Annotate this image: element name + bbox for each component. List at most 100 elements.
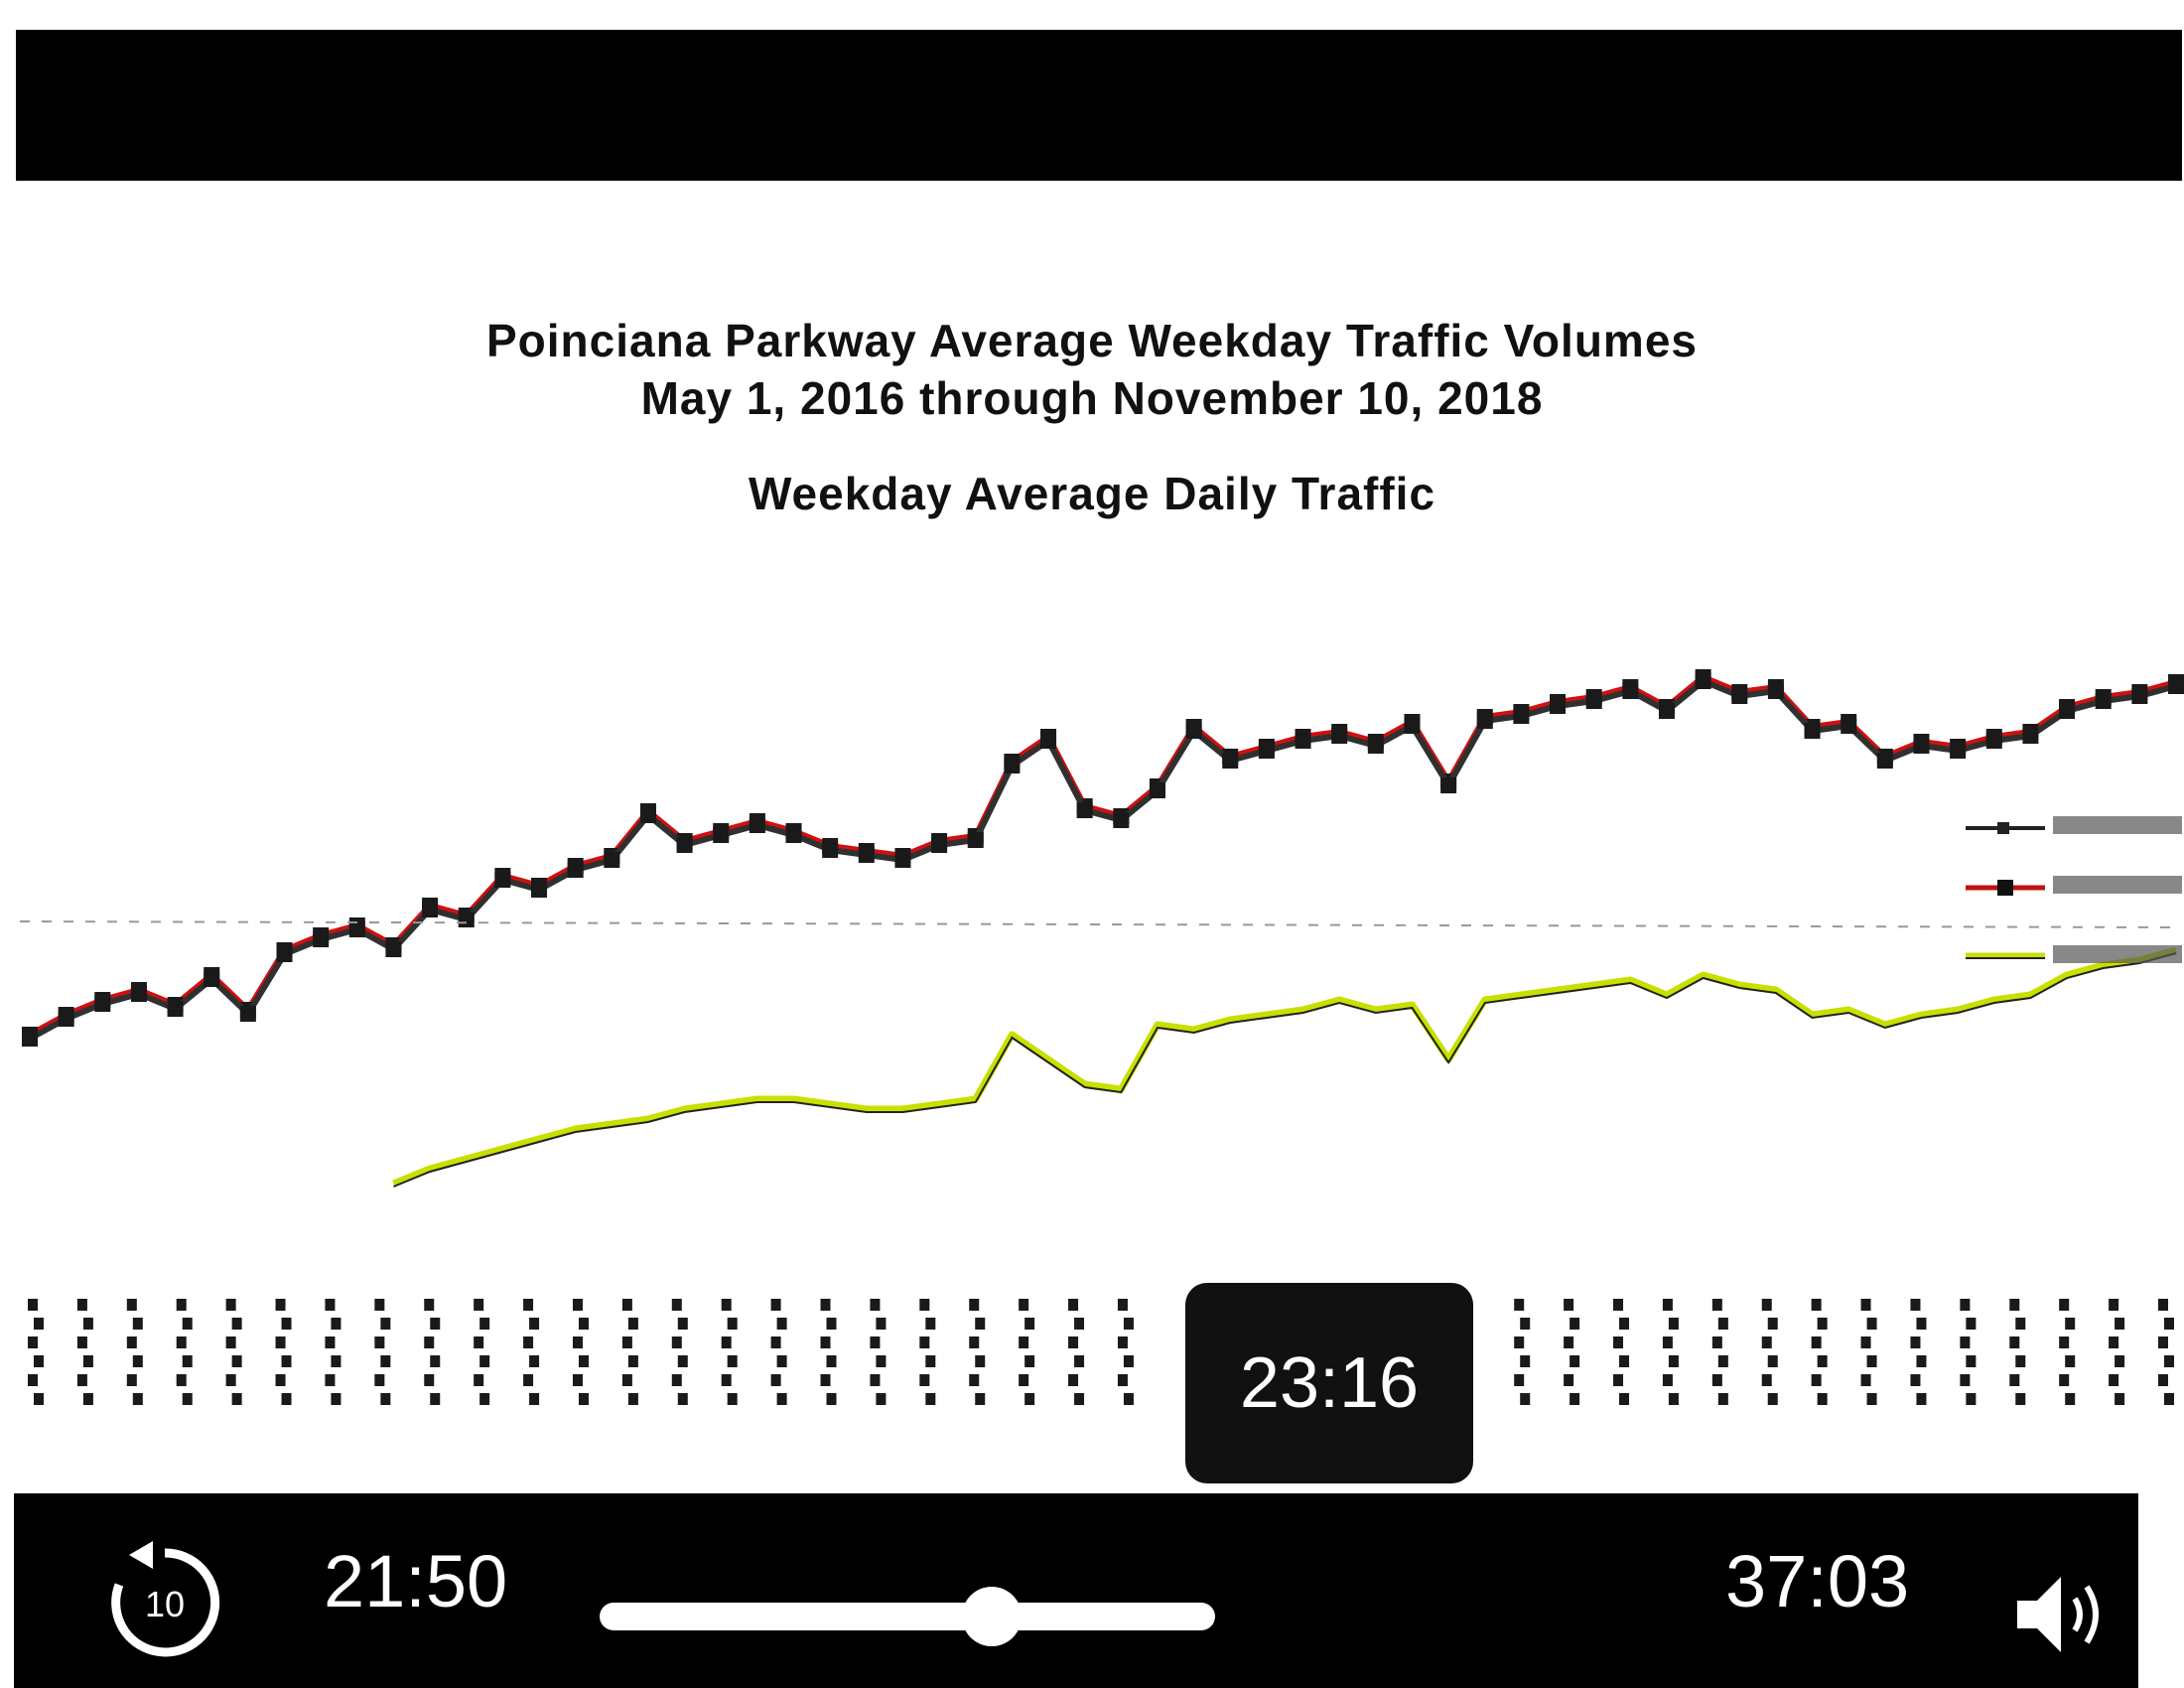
data-point [713, 827, 730, 843]
x-tick-label [1811, 1299, 1828, 1405]
x-tick-label [2009, 1299, 2026, 1405]
data-point [967, 832, 984, 848]
data-point [2131, 688, 2148, 704]
top-black-bar [16, 30, 2182, 181]
slide-title: Poinciana Parkway Average Weekday Traffi… [486, 315, 1698, 366]
replay-10-button[interactable]: 10 [105, 1541, 224, 1660]
x-tick-label [1117, 1299, 1134, 1405]
x-tick-label [770, 1299, 787, 1405]
data-point [58, 1011, 74, 1027]
replay-label: 10 [145, 1584, 185, 1624]
volume-icon [2017, 1577, 2099, 1652]
x-tick-label [1711, 1299, 1728, 1405]
data-point [1513, 708, 1530, 724]
video-control-bar: 10 21:50 37:03 [14, 1493, 2138, 1688]
volume-button[interactable] [2009, 1565, 2118, 1664]
data-point [1440, 777, 1457, 793]
data-point [22, 1031, 38, 1047]
data-point [1804, 723, 1821, 739]
elapsed-time: 21:50 [324, 1540, 508, 1622]
data-point [130, 986, 147, 1002]
data-point [276, 946, 293, 962]
data-point [1113, 812, 1130, 828]
data-point [785, 827, 802, 843]
data-point [494, 872, 511, 888]
replay-10-icon: 10 [111, 1541, 220, 1657]
series-line-2 [28, 678, 2177, 1042]
data-point [639, 807, 656, 823]
x-tick-label [820, 1299, 837, 1405]
data-point [1004, 758, 1021, 774]
legend-entry-2 [1966, 876, 2182, 896]
x-tick-label [1613, 1299, 1630, 1405]
x-tick-label [969, 1299, 986, 1405]
x-tick-label [1662, 1299, 1679, 1405]
data-point [2168, 678, 2184, 694]
data-point [422, 902, 439, 917]
data-point [604, 852, 620, 868]
x-tick-label [1564, 1299, 1580, 1405]
chart-title: Weekday Average Daily Traffic [748, 468, 1436, 519]
x-tick-label [126, 1299, 143, 1405]
data-point [348, 921, 365, 937]
data-point [1767, 683, 1784, 699]
scrub-time-tooltip: 23:16 [1185, 1283, 1473, 1483]
x-tick-label [2059, 1299, 2076, 1405]
x-tick-label [721, 1299, 738, 1405]
data-point [2059, 703, 2076, 719]
series-line-3 [392, 946, 2177, 1188]
data-point [931, 837, 948, 853]
x-tick-label [2109, 1299, 2125, 1405]
data-point [2022, 728, 2039, 744]
x-tick-label [474, 1299, 490, 1405]
data-point [2095, 693, 2112, 709]
data-point [822, 842, 839, 858]
data-point [676, 837, 693, 853]
data-point [1367, 738, 1384, 754]
data-point [1622, 683, 1639, 699]
data-point [1185, 723, 1202, 739]
data-point [458, 912, 475, 927]
x-tick-label [76, 1299, 93, 1405]
x-tick-label [225, 1299, 242, 1405]
line-chart [19, 669, 2184, 1405]
x-tick-label [621, 1299, 638, 1405]
x-tick-label [870, 1299, 887, 1405]
data-point [531, 882, 548, 898]
x-tick-label [424, 1299, 441, 1405]
data-point [1876, 753, 1893, 769]
x-tick-label [523, 1299, 540, 1405]
data-point [239, 1006, 256, 1022]
data-point [167, 1001, 184, 1017]
legend-entry-1 [1966, 816, 2182, 834]
data-point [858, 847, 875, 863]
x-tick-label [28, 1299, 44, 1405]
seek-bar[interactable] [600, 1603, 1215, 1630]
seek-handle[interactable] [962, 1587, 1023, 1646]
x-tick-label [275, 1299, 292, 1405]
data-point [1258, 743, 1275, 759]
x-tick-label [1514, 1299, 1531, 1405]
legend-entry-3 [1966, 945, 2182, 963]
x-tick-label [374, 1299, 391, 1405]
legend [1966, 816, 2182, 963]
data-point [1149, 782, 1165, 798]
x-tick-label [176, 1299, 193, 1405]
x-tick-label [1860, 1299, 1877, 1405]
total-duration: 37:03 [1725, 1540, 1910, 1622]
video-frame[interactable]: Poinciana Parkway Average Weekday Traffi… [0, 181, 2184, 1491]
data-point [1841, 718, 1857, 734]
x-tick-label [1960, 1299, 1977, 1405]
x-tick-label [671, 1299, 688, 1405]
x-tick-label [1761, 1299, 1778, 1405]
data-point [567, 862, 584, 878]
data-point [204, 971, 220, 987]
slide-date-range: May 1, 2016 through November 10, 2018 [640, 372, 1544, 424]
series-line-3-edge [393, 952, 2177, 1188]
data-point [1040, 733, 1057, 749]
data-point [1585, 693, 1602, 709]
data-point [1695, 673, 1711, 689]
reference-line [19, 920, 2175, 928]
data-point [1222, 753, 1239, 769]
x-tick-label [2158, 1299, 2174, 1405]
